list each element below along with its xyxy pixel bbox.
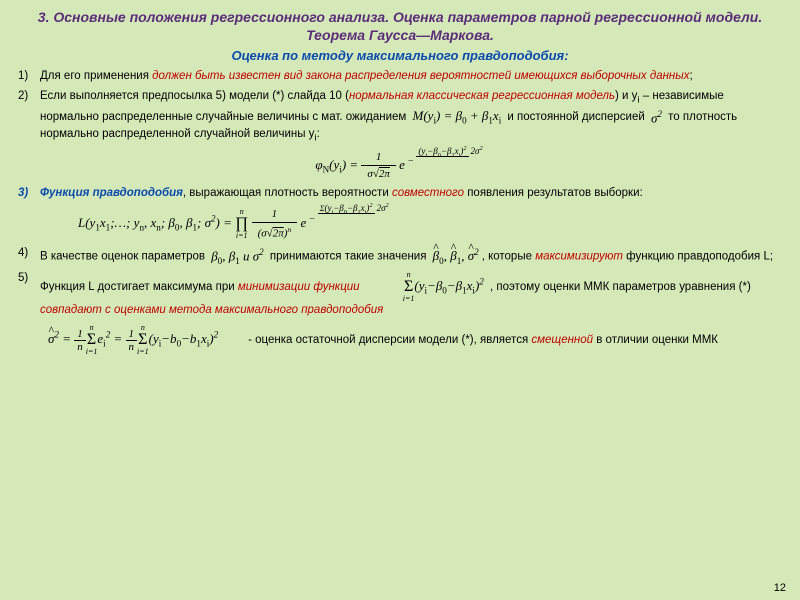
item-4-num: 4) — [18, 246, 40, 267]
item-5-num: 5) — [18, 271, 40, 319]
item-5-body: Функция L достигает максимума при миними… — [40, 271, 782, 319]
t2a: Если выполняется предпосылка 5) модели (… — [40, 90, 349, 102]
formula-my: M(yi) = β0 + β1xi — [413, 107, 502, 127]
t5b: минимизации функции — [238, 281, 360, 293]
formula-L: L(y1x1;…; yn, xn; β0, β1; σ2) = n∏i=1 1(… — [78, 215, 391, 230]
t3a: Функция правдоподобия — [40, 187, 183, 199]
item-3-body: Функция правдоподобия, выражающая плотно… — [40, 186, 782, 202]
t1a: Для его применения — [40, 70, 152, 82]
btxt2: смещенной — [531, 334, 593, 346]
formula-sigma2: σ2 — [651, 108, 662, 127]
t2h: : — [317, 128, 320, 140]
t3d: появления результатов выборки: — [464, 187, 643, 199]
item-2-body: Если выполняется предпосылка 5) модели (… — [40, 89, 782, 145]
formula-L-wrap: L(y1x1;…; yn, xn; β0, β1; σ2) = n∏i=1 1(… — [78, 208, 782, 240]
t4e: функцию правдоподобия L; — [623, 250, 773, 262]
item-1-body: Для его применения должен быть известен … — [40, 69, 782, 85]
formula-hats: β0, β1, σ2 — [433, 246, 479, 267]
bottom-text: - оценка остаточной дисперсии модели (*)… — [248, 333, 718, 349]
item-3-num: 3) — [18, 186, 40, 202]
btxt1: - оценка остаточной дисперсии модели (*)… — [248, 334, 531, 346]
t4c: , которые — [482, 250, 535, 262]
bottom-row: σ2 = 1nnΣi=1ei2 = 1nnΣi=1(yi−b0−b1xi)2 -… — [18, 324, 782, 356]
t2c: ) и y — [615, 90, 637, 102]
formula-sumsq: nΣi=1(yi−β0−β1xi)2 — [403, 271, 484, 303]
t4b: принимаются такие значения — [270, 250, 430, 262]
item-3: 3) Функция правдоподобия, выражающая пло… — [18, 186, 782, 202]
formula-phi-wrap: φN(yi) = 1σ√2π e − (yi−β0−β1xi)22σ2 — [18, 151, 782, 180]
formula-sigma-hat-wrap: σ2 = 1nnΣi=1ei2 = 1nnΣi=1(yi−b0−b1xi)2 — [48, 324, 218, 356]
t4d: максимизируют — [535, 250, 623, 262]
t2g: нормально распределенной случайной велич… — [40, 128, 314, 140]
t1b: должен быть известен вид закона распреде… — [152, 70, 689, 82]
t2e: и постоянной дисперсией — [507, 111, 648, 123]
t5a: Функция L достигает максимума при — [40, 281, 238, 293]
slide-subtitle: Оценка по методу максимального правдопод… — [18, 48, 782, 63]
formula-params: β0, β1 и σ2 — [211, 246, 264, 267]
t2b: нормальная классическая регрессионная мо… — [349, 90, 615, 102]
t4a: В качестве оценок параметров — [40, 250, 208, 262]
t2f: то плотность — [668, 111, 737, 123]
t5d: совпадают с оценками метода максимальног… — [40, 304, 383, 316]
item-2-num: 2) — [18, 89, 40, 145]
t5c: , поэтому оценки ММК параметров уравнени… — [490, 281, 751, 293]
slide-title: 3. Основные положения регрессионного ана… — [18, 8, 782, 44]
t3c: совместного — [392, 187, 464, 199]
btxt3: в отличии оценки ММК — [593, 334, 718, 346]
item-2: 2) Если выполняется предпосылка 5) модел… — [18, 89, 782, 145]
item-4-body: В качестве оценок параметров β0, β1 и σ2… — [40, 246, 782, 267]
formula-sigma-hat: σ2 = 1nnΣi=1ei2 = 1nnΣi=1(yi−b0−b1xi)2 — [48, 331, 218, 346]
item-1-num: 1) — [18, 69, 40, 85]
page-number: 12 — [774, 582, 786, 594]
t1c: ; — [689, 70, 692, 82]
item-5: 5) Функция L достигает максимума при мин… — [18, 271, 782, 319]
formula-phi: φN(yi) = 1σ√2π e − (yi−β0−β1xi)22σ2 — [315, 157, 484, 172]
item-1: 1) Для его применения должен быть извест… — [18, 69, 782, 85]
t3b: , выражающая плотность вероятности — [183, 187, 392, 199]
item-4: 4) В качестве оценок параметров β0, β1 и… — [18, 246, 782, 267]
